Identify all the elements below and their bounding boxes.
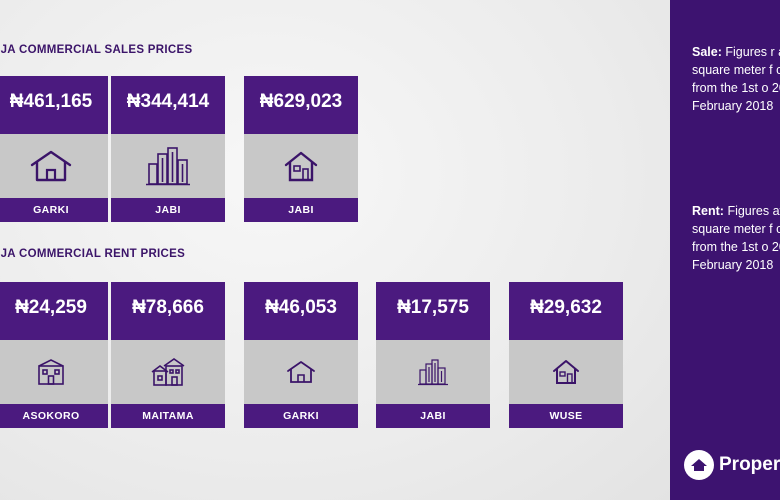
home-icon bbox=[284, 151, 318, 182]
price-box: ₦78,666 bbox=[111, 282, 225, 346]
house-outline-icon bbox=[30, 150, 72, 182]
rent-card-maitama: ₦78,666 MAITAMA bbox=[111, 282, 225, 428]
price-value: ₦78,666 bbox=[132, 297, 204, 318]
icon-panel bbox=[0, 134, 108, 198]
city-buildings-icon bbox=[418, 359, 448, 386]
price-value: ₦629,023 bbox=[259, 91, 343, 112]
city-buildings-icon bbox=[146, 147, 190, 186]
sales-card-jabi-2: ₦629,023 JABI bbox=[244, 76, 358, 222]
icon-panel bbox=[111, 340, 225, 404]
sale-description: Figures r average sales p square meter f… bbox=[692, 45, 780, 113]
building-icon bbox=[38, 359, 64, 385]
area-label: JABI bbox=[420, 410, 446, 422]
rent-description: Figures average rental square meter f co… bbox=[692, 204, 780, 272]
rent-card-jabi: ₦17,575 JABI bbox=[376, 282, 490, 428]
price-value: ₦29,632 bbox=[530, 297, 602, 318]
rent-note: Rent: Figures average rental square mete… bbox=[692, 202, 780, 274]
price-value: ₦344,414 bbox=[126, 91, 210, 112]
area-label: JABI bbox=[288, 204, 314, 216]
rent-heading: Rent: bbox=[692, 204, 724, 218]
sales-section-title: UJA COMMERCIAL SALES PRICES bbox=[0, 44, 193, 56]
sales-card-jabi: ₦344,414 JABI bbox=[111, 76, 225, 222]
price-box: ₦46,053 bbox=[244, 282, 358, 346]
label-box: JABI bbox=[376, 404, 490, 428]
rent-card-garki: ₦46,053 GARKI bbox=[244, 282, 358, 428]
house-outline-icon bbox=[287, 361, 315, 383]
label-box: GARKI bbox=[244, 404, 358, 428]
brand-logo: Propert bbox=[684, 450, 780, 480]
area-label: GARKI bbox=[283, 410, 319, 422]
icon-panel bbox=[0, 340, 108, 404]
main-panel: UJA COMMERCIAL SALES PRICES ₦461,165 GAR… bbox=[0, 0, 670, 500]
price-value: ₦46,053 bbox=[265, 297, 337, 318]
area-label: MAITAMA bbox=[142, 410, 194, 422]
info-sidebar: Sale: Figures r average sales p square m… bbox=[670, 0, 780, 500]
label-box: GARKI bbox=[0, 198, 108, 222]
icon-panel bbox=[244, 340, 358, 404]
rent-card-wuse: ₦29,632 WUSE bbox=[509, 282, 623, 428]
area-label: WUSE bbox=[549, 410, 583, 422]
home-icon bbox=[553, 360, 579, 384]
icon-panel bbox=[376, 340, 490, 404]
rent-section-title: UJA COMMERCIAL RENT PRICES bbox=[0, 248, 186, 260]
propertypro-logo-icon bbox=[684, 450, 714, 480]
price-box: ₦629,023 bbox=[244, 76, 358, 140]
label-box: JABI bbox=[111, 198, 225, 222]
label-box: ASOKORO bbox=[0, 404, 108, 428]
label-box: MAITAMA bbox=[111, 404, 225, 428]
price-box: ₦29,632 bbox=[509, 282, 623, 346]
houses-icon bbox=[151, 358, 185, 386]
label-box: WUSE bbox=[509, 404, 623, 428]
sales-card-garki: ₦461,165 GARKI bbox=[0, 76, 108, 222]
area-label: JABI bbox=[155, 204, 181, 216]
price-value: ₦17,575 bbox=[397, 297, 469, 318]
area-label: GARKI bbox=[33, 204, 69, 216]
area-label: ASOKORO bbox=[22, 410, 80, 422]
icon-panel bbox=[244, 134, 358, 198]
sale-note: Sale: Figures r average sales p square m… bbox=[692, 43, 780, 115]
brand-name: Propert bbox=[719, 454, 780, 475]
price-box: ₦17,575 bbox=[376, 282, 490, 346]
label-box: JABI bbox=[244, 198, 358, 222]
rent-card-asokoro: ₦24,259 ASOKORO bbox=[0, 282, 108, 428]
sale-heading: Sale: bbox=[692, 45, 722, 59]
icon-panel bbox=[111, 134, 225, 198]
price-value: ₦24,259 bbox=[15, 297, 87, 318]
icon-panel bbox=[509, 340, 623, 404]
price-value: ₦461,165 bbox=[9, 91, 93, 112]
price-box: ₦344,414 bbox=[111, 76, 225, 140]
price-box: ₦461,165 bbox=[0, 76, 108, 140]
price-box: ₦24,259 bbox=[0, 282, 108, 346]
